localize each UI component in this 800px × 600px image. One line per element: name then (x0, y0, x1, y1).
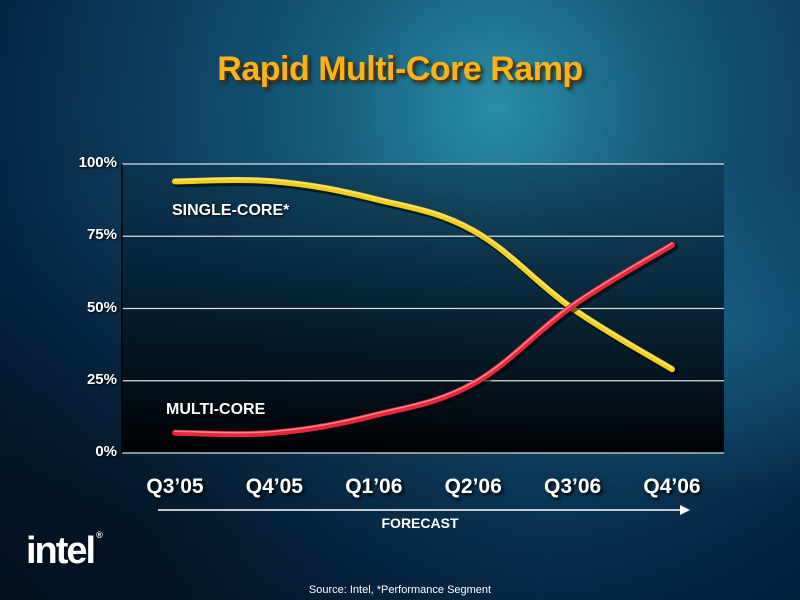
multi-core-line-highlight (174, 242, 673, 434)
source-note: Source: Intel, *Performance Segment (308, 584, 492, 596)
y-tick-label: 0% (95, 443, 117, 460)
x-tick-label: Q1’06 (345, 475, 403, 498)
slide-title: Rapid Multi-Core Ramp (217, 50, 583, 88)
single-core-label: SINGLE-CORE* (172, 202, 290, 219)
y-tick-label: 75% (86, 226, 117, 244)
intel-logo: intel ® (26, 530, 103, 572)
y-tick-label: 50% (86, 298, 117, 316)
x-tick-label: Q3’05 (146, 475, 204, 498)
forecast-arrow (158, 505, 690, 515)
x-tick-label: Q4’05 (245, 475, 303, 498)
multi-core-line (172, 241, 675, 438)
y-tick-label: 25% (86, 370, 117, 388)
single-core-line-highlight (174, 177, 673, 369)
x-tick-label: Q3’06 (543, 475, 602, 498)
single-core-line (172, 176, 675, 373)
x-tick-label: Q4’06 (643, 475, 701, 498)
y-tick-label: 100% (78, 154, 117, 171)
x-tick-label: Q2’06 (444, 475, 502, 498)
forecast-label: FORECAST (381, 515, 459, 531)
multi-core-label: MULTI-CORE (166, 401, 266, 418)
